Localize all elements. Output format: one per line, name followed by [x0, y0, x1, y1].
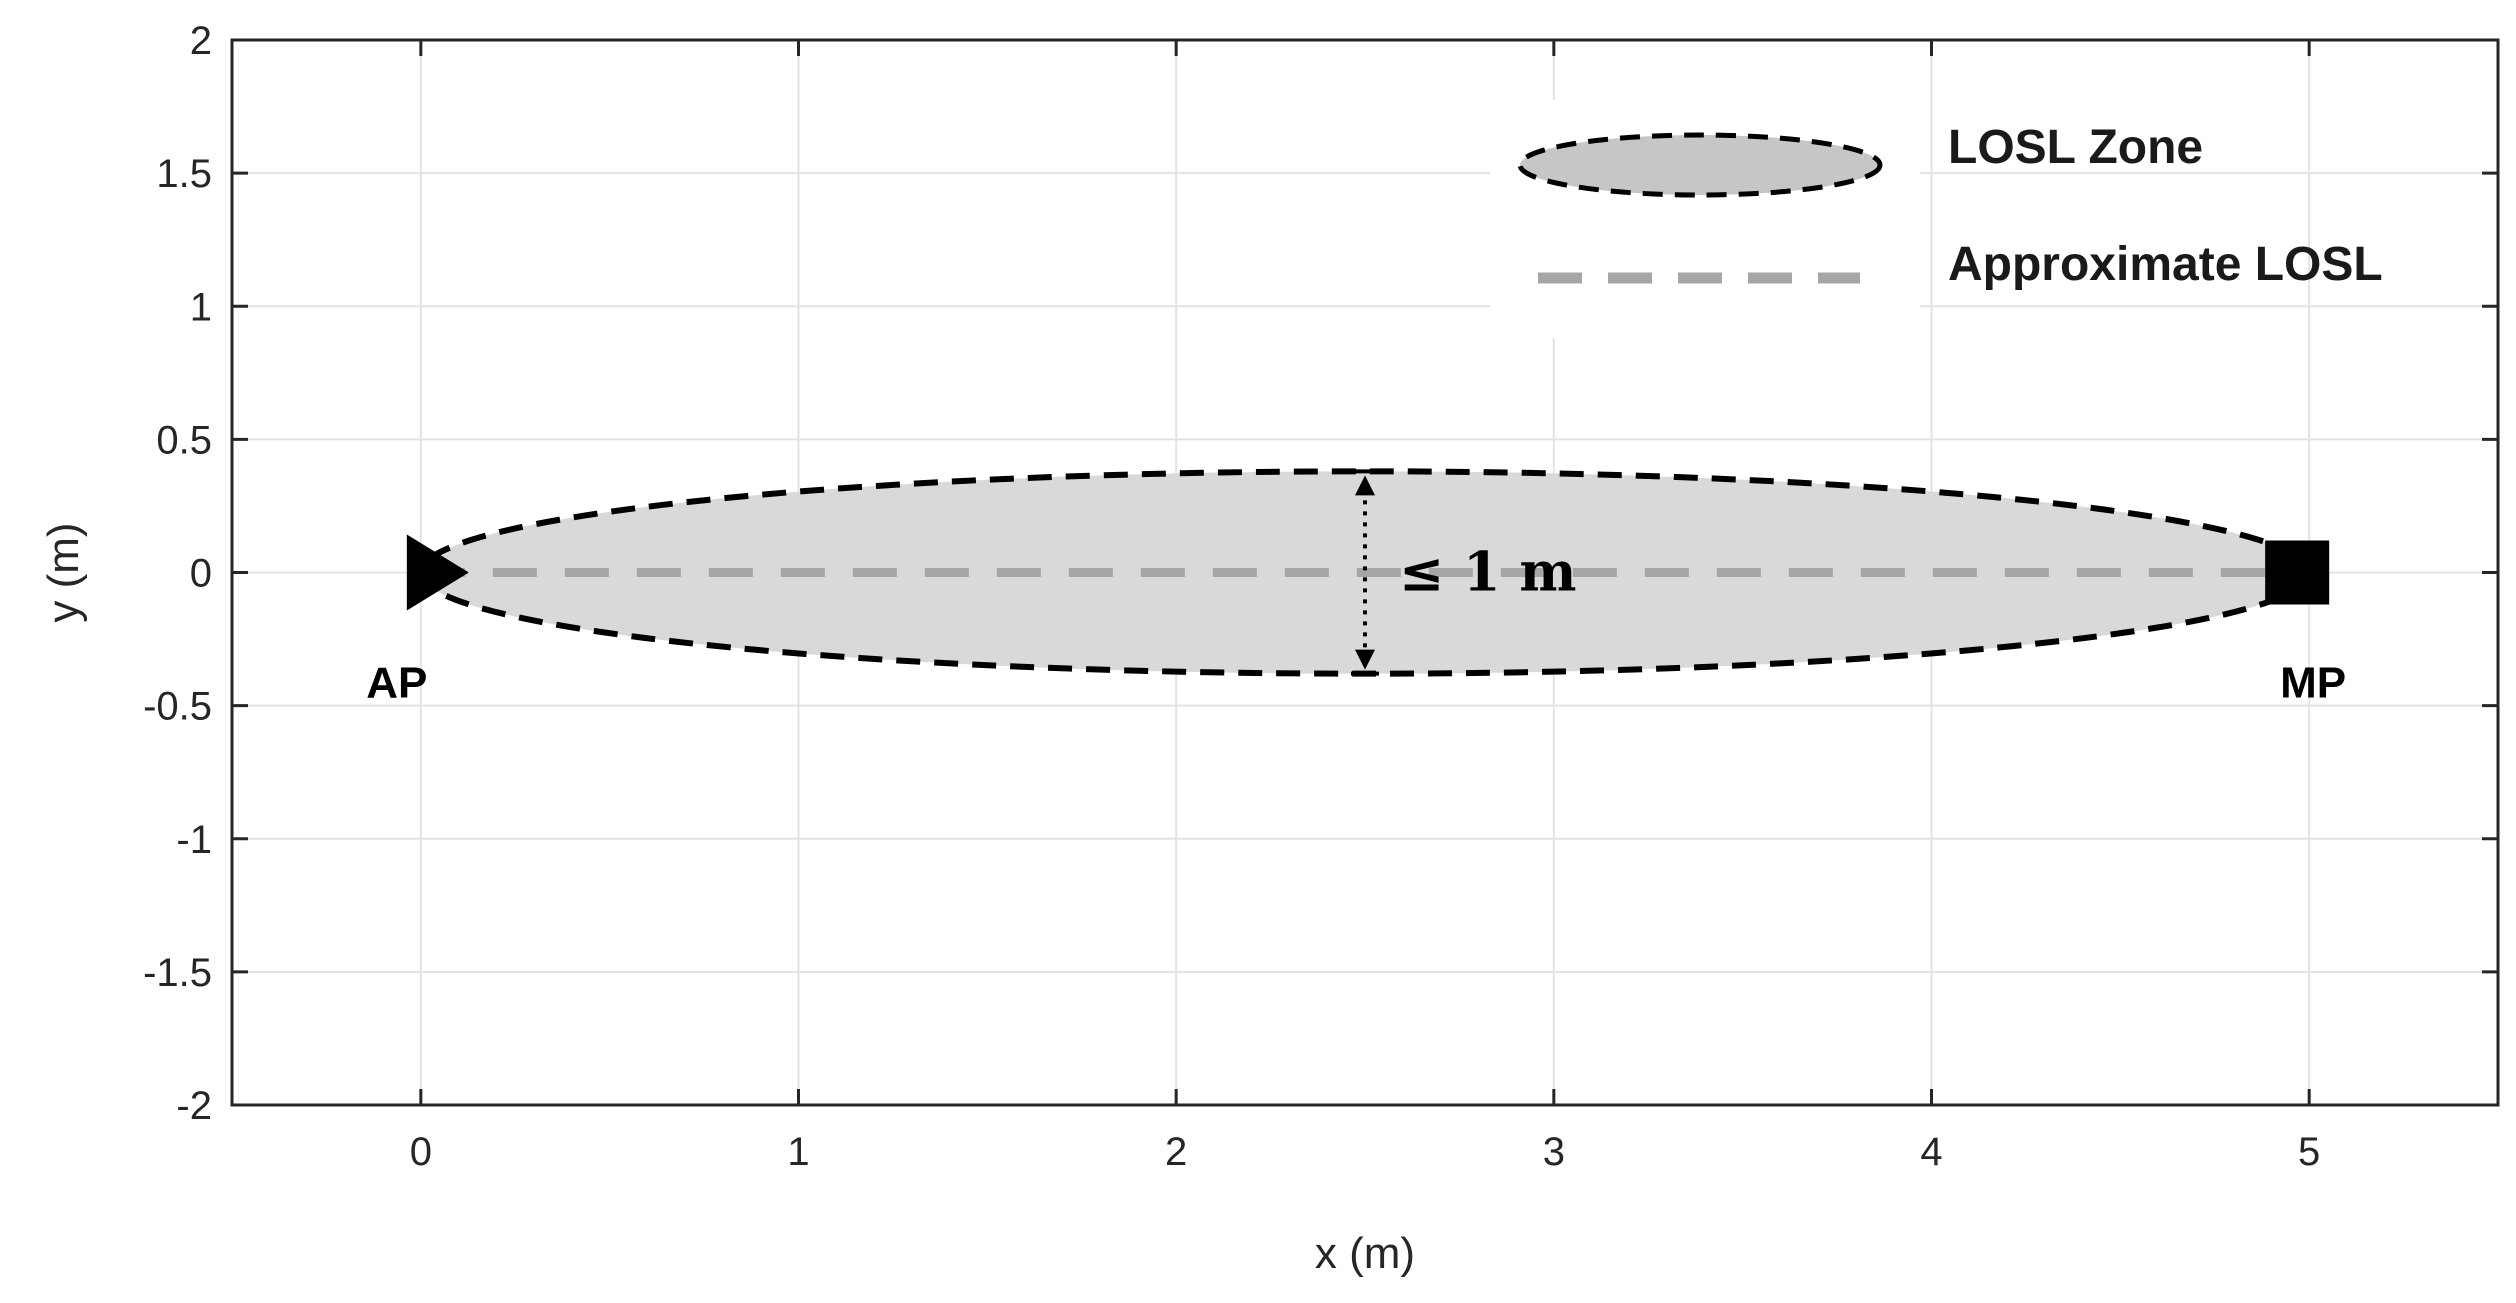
- y-tick-label-5: -0.5: [143, 685, 212, 729]
- ap-label: AP: [366, 659, 427, 708]
- y-tick-label-4: 0: [190, 552, 212, 596]
- x-tick-label-1: 1: [787, 1130, 809, 1174]
- y-tick-label-6: -1: [176, 818, 212, 862]
- ap-marker: [406, 534, 469, 611]
- y-tick-label-0: 2: [190, 19, 212, 63]
- x-tick-label-5: 5: [2298, 1130, 2320, 1174]
- width-arrow-head-top: [1355, 475, 1375, 496]
- legend: LOSL Zone Approximate LOSL: [1490, 100, 2383, 338]
- x-axis-label: x (m): [1315, 1229, 1415, 1278]
- width-arrow-head-bottom: [1355, 649, 1375, 670]
- legend-entry-losl-zone: LOSL Zone: [1948, 121, 2203, 174]
- tick-labels: 0 1 2 3 4 5 2 1.5 1 0.5 0 -0.5 -1 -1.5 -2: [143, 19, 2320, 1174]
- y-axis-label: y (m): [39, 522, 88, 622]
- x-tick-label-3: 3: [1543, 1130, 1565, 1174]
- x-tick-label-4: 4: [1920, 1130, 1942, 1174]
- y-tick-label-7: -1.5: [143, 951, 212, 995]
- y-tick-label-3: 0.5: [156, 418, 212, 462]
- y-tick-label-2: 1: [190, 285, 212, 329]
- y-tick-label-8: -2: [176, 1084, 212, 1128]
- x-tick-label-2: 2: [1165, 1130, 1187, 1174]
- mp-marker: [2265, 540, 2330, 605]
- mp-label: MP: [2280, 659, 2346, 708]
- legend-zone-swatch: [1517, 132, 1883, 198]
- y-tick-label-1: 1.5: [156, 152, 212, 196]
- x-tick-label-0: 0: [410, 1130, 432, 1174]
- width-annotation: ≤ 1 m: [1399, 540, 1577, 604]
- legend-entry-approximate-losl: Approximate LOSL: [1948, 238, 2383, 291]
- markers-layer: AP MP: [366, 534, 2346, 708]
- losl-zone-layer: ≤ 1 m: [417, 468, 2313, 677]
- plot-frame-layer: [230, 38, 2500, 1107]
